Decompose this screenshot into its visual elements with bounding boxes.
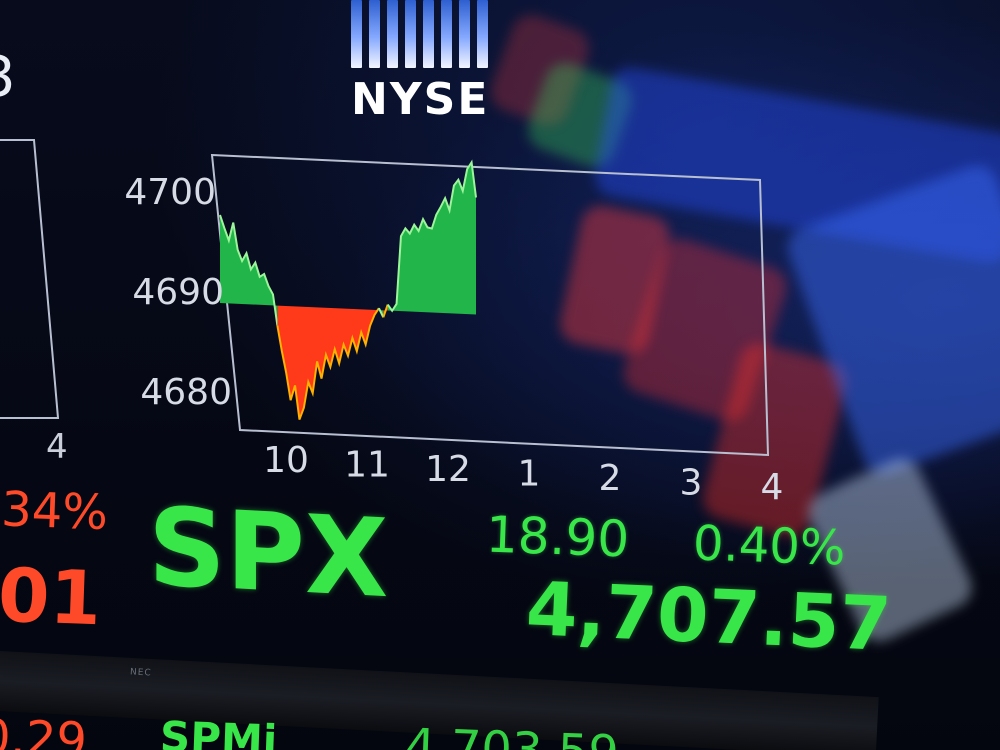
x-tick-label: 4 (761, 467, 784, 508)
left-panel-price: .01 (0, 551, 103, 643)
left-chart-frame (0, 139, 60, 419)
nyse-logo-bar (387, 0, 398, 68)
chart-area-gain (220, 215, 278, 326)
chart-line-gain (386, 159, 477, 313)
chart-y-axis: 4700 4690 4680 (124, 172, 232, 413)
left-panel-change-pct: .34% (0, 480, 109, 542)
x-tick-label: 11 (344, 445, 390, 486)
chart-line-gain (219, 214, 279, 326)
nyse-logo-bar (423, 0, 434, 68)
ticker-price: 4,707.57 (524, 566, 893, 668)
chart-x-axis: 10 11 12 1 2 3 4 (263, 440, 783, 508)
nyse-logo-bars (351, 0, 488, 68)
bottom-row-price: 4,703.59 (404, 718, 620, 750)
chart-frame (210, 153, 770, 457)
x-tick-label: 3 (680, 463, 703, 504)
ticker-change-pct: 0.40% (692, 515, 847, 577)
nyse-logo-text: NYSE (351, 74, 490, 125)
bottom-row-value: 0.29 (0, 709, 88, 750)
ticker-symbol: SPX (148, 484, 389, 623)
left-panel-value: 3 (0, 50, 16, 106)
y-tick-label: 4700 (124, 172, 216, 213)
nyse-logo-bar (405, 0, 416, 68)
monitor-brand: NEC (129, 667, 152, 679)
chart-line-loss (382, 304, 389, 318)
nyse-logo-bar (477, 0, 488, 68)
left-panel-axis-tick: 4 (46, 427, 68, 467)
chart-line-loss (276, 307, 380, 420)
nyse-logo-bar (459, 0, 470, 68)
chart-area-gain (387, 162, 476, 315)
chart-line-gain (377, 307, 385, 318)
x-tick-label: 1 (518, 454, 541, 495)
x-tick-label: 12 (425, 449, 471, 490)
bottom-row-symbol: SPMi (159, 711, 279, 750)
x-tick-label: 10 (263, 440, 309, 481)
nyse-logo: NYSE (345, 0, 505, 128)
x-tick-label: 2 (599, 458, 622, 499)
chart-area-loss (277, 305, 379, 420)
y-tick-label: 4680 (140, 372, 232, 413)
chart-areas (219, 159, 477, 420)
nyse-logo-bar (441, 0, 452, 68)
y-tick-label: 4690 (132, 272, 224, 313)
ticker-change: 18.90 (485, 505, 631, 569)
nyse-logo-bar (351, 0, 362, 68)
nyse-logo-bar (369, 0, 380, 68)
